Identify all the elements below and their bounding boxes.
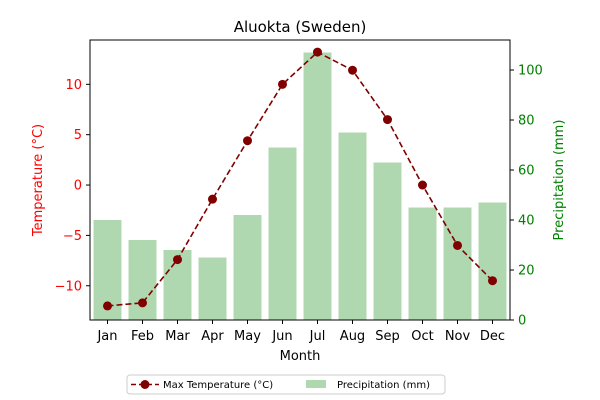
x-tick-label-feb: Feb — [131, 329, 154, 344]
temperature-tick-label: 10 — [65, 78, 82, 93]
precipitation-axis-title: Precipitation (mm) — [552, 120, 567, 241]
precipitation-bar-jun — [268, 147, 297, 320]
precipitation-tick-label: 20 — [518, 264, 535, 279]
precipitation-bar-nov — [443, 207, 472, 320]
precipitation-bar-apr — [198, 257, 227, 320]
temperature-point-aug — [348, 65, 357, 75]
legend-label-precipitation: Precipitation (mm) — [337, 380, 430, 391]
temperature-point-nov — [453, 240, 462, 250]
temperature-point-mar — [173, 255, 182, 265]
x-tick-label-apr: Apr — [201, 329, 224, 344]
precipitation-bar-feb — [128, 240, 157, 320]
x-tick-label-jun: Jun — [271, 329, 292, 344]
x-tick-label-may: May — [234, 329, 261, 344]
precipitation-tick-label: 100 — [518, 64, 543, 79]
x-axis-title: Month — [280, 349, 321, 364]
precipitation-tick-label: 0 — [518, 314, 526, 329]
legend-label-temperature: Max Temperature (°C) — [163, 380, 273, 391]
chart-title: Aluokta (Sweden) — [234, 18, 367, 36]
legend-bar-swatch — [306, 380, 326, 388]
precipitation-tick-label: 80 — [518, 114, 535, 129]
temperature-point-dec — [488, 276, 497, 286]
temperature-point-may — [243, 136, 252, 146]
precipitation-bar-dec — [478, 202, 507, 320]
temperature-point-jun — [278, 79, 287, 89]
temperature-point-apr — [208, 194, 217, 204]
temperature-point-jul — [313, 47, 322, 57]
precipitation-bar-aug — [338, 132, 367, 320]
precipitation-tick-label: 60 — [518, 164, 535, 179]
temperature-axis-title: Temperature (°C) — [31, 124, 46, 237]
temperature-point-jan — [103, 301, 112, 311]
legend: Max Temperature (°C) Precipitation (mm) — [126, 374, 446, 395]
temperature-tick-label: −10 — [55, 279, 82, 294]
x-axis: Jan Feb Mar Apr May Jun Jul Aug Sep Oct Nov Dec — [96, 320, 505, 344]
temperature-series-line — [107, 51, 494, 307]
temperature-tick-label: 5 — [74, 128, 82, 143]
temperature-axis: −10 −5 0 5 10 — [55, 78, 90, 294]
temperature-line — [103, 47, 497, 311]
x-tick-label-dec: Dec — [480, 329, 505, 344]
temperature-point-feb — [138, 298, 147, 308]
temperature-tick-label: 0 — [74, 179, 82, 194]
temperature-tick-label: −5 — [63, 229, 82, 244]
temperature-point-sep — [383, 115, 392, 125]
x-tick-label-jan: Jan — [96, 329, 117, 344]
precipitation-bars — [93, 52, 507, 320]
precipitation-bar-oct — [408, 207, 437, 320]
precipitation-bar-jul — [303, 52, 332, 320]
legend-box — [126, 374, 446, 395]
temperature-point-oct — [418, 180, 427, 190]
x-tick-label-oct: Oct — [411, 329, 433, 344]
x-tick-label-sep: Sep — [375, 329, 400, 344]
precipitation-tick-label: 40 — [518, 214, 535, 229]
plot-frame — [89, 39, 511, 321]
x-tick-label-nov: Nov — [445, 329, 471, 344]
precipitation-bar-sep — [373, 162, 402, 320]
precipitation-axis: 0 20 40 60 80 100 — [510, 64, 543, 329]
x-tick-label-mar: Mar — [165, 329, 190, 344]
x-tick-label-jul: Jul — [309, 329, 326, 344]
precipitation-bar-may — [233, 215, 262, 320]
x-tick-label-aug: Aug — [340, 329, 365, 344]
legend-marker-swatch — [140, 380, 150, 389]
